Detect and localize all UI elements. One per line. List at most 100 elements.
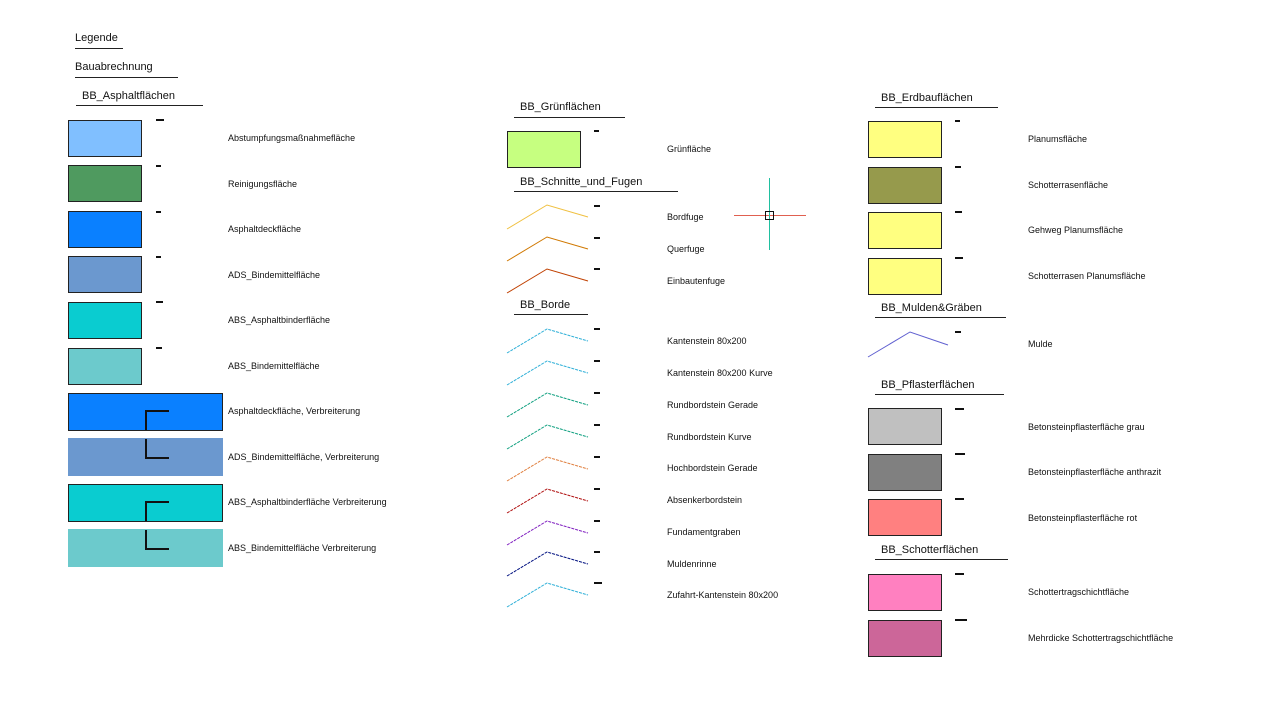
swatch-asphalt-3 bbox=[68, 211, 142, 248]
tick-mark bbox=[156, 301, 163, 303]
line-symbol-4 bbox=[506, 328, 589, 354]
swatch-pflaster-1 bbox=[868, 408, 942, 445]
legend-label: Schotterrasenfläche bbox=[1028, 180, 1109, 190]
hatch-mark bbox=[145, 439, 169, 459]
tick-mark bbox=[955, 453, 965, 455]
tick-mark bbox=[156, 256, 161, 258]
tick-mark bbox=[156, 347, 162, 349]
tick-mark bbox=[156, 165, 161, 167]
legend-label: Kantenstein 80x200 bbox=[667, 336, 747, 346]
swatch-schotter-2 bbox=[868, 620, 942, 657]
legend-label: Querfuge bbox=[667, 244, 705, 254]
legend-label: Mulde bbox=[1028, 339, 1053, 349]
legend-label: Betonsteinpflasterfläche grau bbox=[1028, 422, 1145, 432]
line-symbol-2 bbox=[506, 236, 589, 262]
swatch-pflaster-2 bbox=[868, 454, 942, 491]
line-symbol-5 bbox=[506, 360, 589, 386]
tick-mark bbox=[594, 582, 602, 584]
tick-mark bbox=[594, 237, 600, 239]
tick-mark bbox=[156, 119, 164, 121]
legend-label: ABS_Asphaltbinderfläche Verbreiterung bbox=[228, 497, 387, 507]
tick-mark bbox=[594, 551, 600, 553]
tick-mark bbox=[594, 488, 600, 490]
line-symbol-11 bbox=[506, 551, 589, 577]
line-symbols bbox=[506, 204, 589, 608]
group-title-asphalt: BB_Asphaltflächen bbox=[76, 90, 203, 106]
swatch-erdbau-1 bbox=[868, 121, 942, 158]
group-title-schotter: BB_Schotterflächen bbox=[875, 544, 1008, 560]
swatch-gruen-1 bbox=[507, 131, 581, 168]
group-title-fugen: BB_Schnitte_und_Fugen bbox=[514, 176, 678, 192]
legend-label: Einbautenfuge bbox=[667, 276, 726, 286]
legend-subtitle: Bauabrechnung bbox=[75, 61, 178, 78]
legend-label: Rundbordstein Kurve bbox=[667, 432, 752, 442]
swatch-asphalt-4 bbox=[68, 256, 142, 293]
tick-mark bbox=[594, 268, 600, 270]
line-symbol-mulde bbox=[867, 331, 949, 358]
legend-label: Schotterrasen Planumsfläche bbox=[1028, 271, 1146, 281]
swatch-erdbau-4 bbox=[868, 258, 942, 295]
group-title-gruen: BB_Grünflächen bbox=[514, 101, 625, 118]
legend-label: Zufahrt-Kantenstein 80x200 bbox=[667, 590, 779, 600]
tick-mark bbox=[594, 130, 599, 132]
line-symbol-3 bbox=[506, 268, 589, 294]
legend-label: Hochbordstein Gerade bbox=[667, 463, 758, 473]
legend-label: Asphaltdeckfläche, Verbreiterung bbox=[228, 406, 361, 416]
tick-mark bbox=[156, 211, 161, 213]
legend-title: Legende bbox=[75, 32, 123, 49]
swatch-asphalt-2 bbox=[68, 165, 142, 202]
tick-mark bbox=[594, 424, 600, 426]
line-symbol-6 bbox=[506, 392, 589, 418]
legend-label: Rundbordstein Gerade bbox=[667, 400, 759, 410]
hatch-mark bbox=[145, 410, 169, 430]
hatch-mark bbox=[145, 530, 169, 550]
swatch-asphalt-1 bbox=[68, 120, 142, 157]
line-symbol-9 bbox=[506, 488, 589, 514]
hatch-mark bbox=[145, 501, 169, 521]
line-symbol-10 bbox=[506, 520, 589, 546]
legend-label: Fundamentgraben bbox=[667, 527, 741, 537]
tick-mark bbox=[955, 408, 964, 410]
legend-label: ADS_Bindemittelfläche, Verbreiterung bbox=[228, 452, 380, 462]
legend-label: Kantenstein 80x200 Kurve bbox=[667, 368, 773, 378]
legend-label: ABS_Bindemittelfläche bbox=[228, 361, 320, 371]
tick-mark bbox=[955, 573, 964, 575]
swatch-asphalt-6 bbox=[68, 348, 142, 385]
tick-mark bbox=[955, 211, 962, 213]
crosshair-pickbox-icon[interactable] bbox=[765, 211, 774, 220]
legend-label: Bordfuge bbox=[667, 212, 704, 222]
line-symbols bbox=[867, 331, 949, 358]
legend-label: Planumsfläche bbox=[1028, 134, 1088, 144]
tick-mark bbox=[594, 392, 600, 394]
tick-mark bbox=[955, 331, 961, 333]
legend-label: Betonsteinpflasterfläche anthrazit bbox=[1028, 467, 1162, 477]
tick-mark bbox=[594, 520, 600, 522]
tick-mark bbox=[594, 205, 600, 207]
group-title-erdbau: BB_Erdbauflächen bbox=[875, 92, 998, 108]
tick-mark bbox=[955, 120, 960, 122]
legend-label: Absenkerbordstein bbox=[667, 495, 743, 505]
swatch-schotter-1 bbox=[868, 574, 942, 611]
tick-mark bbox=[594, 328, 600, 330]
line-symbol-7 bbox=[506, 424, 589, 450]
group-title-borde: BB_Borde bbox=[514, 299, 588, 315]
tick-mark bbox=[955, 619, 967, 621]
line-symbol-12 bbox=[506, 582, 589, 608]
legend-label: Abstumpfungsmaßnahmefläche bbox=[228, 133, 356, 143]
crosshair-horizontal bbox=[734, 215, 806, 216]
legend-label: Muldenrinne bbox=[667, 559, 717, 569]
tick-mark bbox=[594, 456, 600, 458]
tick-mark bbox=[955, 166, 961, 168]
swatch-pflaster-3 bbox=[868, 499, 942, 536]
legend-label: Reinigungsfläche bbox=[228, 179, 298, 189]
legend-label: Grünfläche bbox=[667, 144, 712, 154]
group-title-mulden: BB_Mulden&Gräben bbox=[875, 302, 1006, 318]
swatch-erdbau-2 bbox=[868, 167, 942, 204]
line-symbol-8 bbox=[506, 456, 589, 482]
tick-mark bbox=[955, 498, 964, 500]
group-title-pflaster: BB_Pflasterflächen bbox=[875, 379, 1004, 395]
legend-label: Asphaltdeckfläche bbox=[228, 224, 302, 234]
legend-label: ABS_Asphaltbinderfläche bbox=[228, 315, 331, 325]
swatch-erdbau-3 bbox=[868, 212, 942, 249]
legend-label: Schottertragschichtfläche bbox=[1028, 587, 1130, 597]
